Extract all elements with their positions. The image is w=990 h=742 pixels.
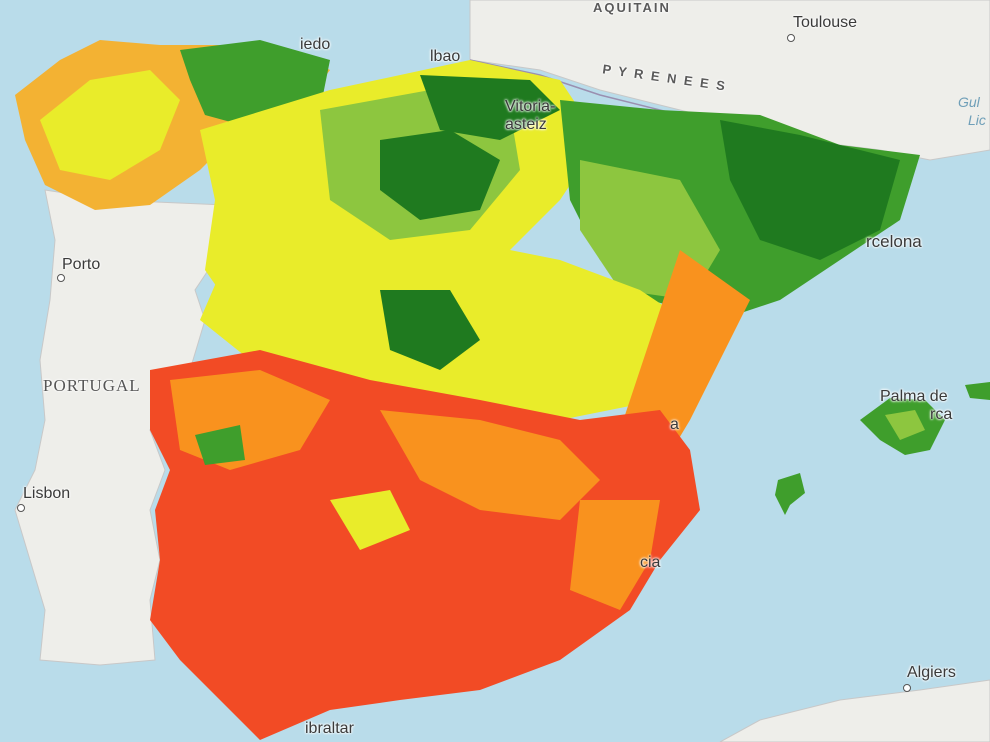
label-gulf: Gul [958,94,980,110]
andalucia-yellow [330,490,410,550]
ibiza [775,473,805,515]
label-portugal: PORTUGAL [43,376,141,395]
basque-dark [420,75,560,140]
label-murcia: cia [640,554,661,571]
label-vitoria: Vitoria- [505,98,556,115]
porto-marker [57,274,65,282]
label-valencia: a [670,416,679,433]
choropleth-layer [15,40,990,740]
green-spot [195,425,245,465]
label-toulouse: Toulouse [793,14,858,31]
lisbon-marker [17,504,25,512]
label-gulf2: Lic [968,112,986,128]
label-palma: Palma de [880,388,948,405]
menorca [965,382,990,400]
catalonia-dark [720,120,900,260]
label-vitoria2: asteiz [505,116,547,133]
portugal-land [14,189,226,666]
label-lisbon: Lisbon [23,485,71,502]
label-porto: Porto [62,256,101,273]
algiers-marker [903,684,911,692]
lamancha-orange [380,410,600,520]
label-bilbao: lbao [430,48,461,65]
label-gibraltar: ibraltar [305,720,354,737]
label-palma2: rca [930,406,953,423]
label-aquitain: AQUITAIN [593,0,671,15]
label-algiers: Algiers [907,664,956,681]
africa-land [719,679,990,742]
mallorca-light [885,410,925,440]
label-barcelona: rcelona [866,232,922,251]
murcia-orange [570,500,660,610]
label-oviedo: iedo [300,36,331,53]
burgos-dark [380,130,500,220]
toulouse-marker [787,34,795,42]
galicia-inner [40,70,180,180]
soria-green [380,290,480,370]
